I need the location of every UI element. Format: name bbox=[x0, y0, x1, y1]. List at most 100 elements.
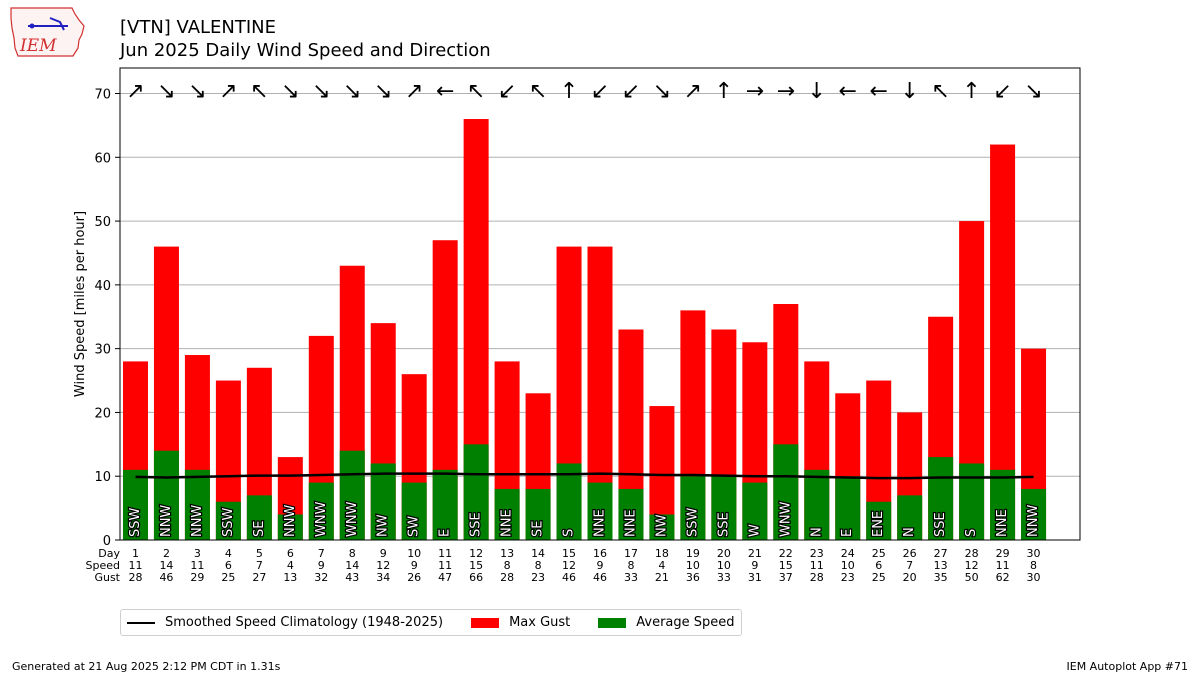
direction-label: S bbox=[964, 529, 979, 537]
plot-frame bbox=[119, 67, 1081, 541]
legend-swatch-gust bbox=[471, 617, 500, 628]
wind-arrow-icon: ↗ bbox=[219, 79, 237, 104]
average-bar bbox=[711, 476, 737, 540]
gust-value: 34 bbox=[376, 571, 390, 584]
average-bar bbox=[246, 495, 272, 540]
day-label: 18 bbox=[655, 547, 669, 560]
y-axis-label: Wind Speed [miles per hour] bbox=[73, 211, 88, 397]
average-bar bbox=[618, 488, 644, 540]
average-bar bbox=[928, 457, 954, 540]
direction-label: SSW bbox=[128, 507, 143, 537]
day-label: 5 bbox=[256, 547, 263, 560]
speed-value: 8 bbox=[504, 559, 511, 572]
average-bar bbox=[277, 514, 303, 540]
wind-arrow-icon: → bbox=[777, 79, 795, 104]
y-tick-label: 20 bbox=[94, 406, 111, 421]
average-bar bbox=[153, 450, 179, 540]
day-label: 20 bbox=[717, 547, 731, 560]
day-label: 17 bbox=[624, 547, 638, 560]
direction-label: SSE bbox=[469, 512, 484, 537]
direction-label: NW bbox=[376, 514, 391, 537]
speed-value: 8 bbox=[535, 559, 542, 572]
speed-value: 11 bbox=[438, 559, 452, 572]
day-label: 27 bbox=[934, 547, 948, 560]
day-label: 29 bbox=[996, 547, 1010, 560]
direction-label: SSE bbox=[716, 512, 731, 537]
gust-value: 66 bbox=[469, 571, 483, 584]
wind-barb-icon bbox=[49, 17, 65, 31]
day-label: 19 bbox=[686, 547, 700, 560]
wind-arrow-icon: ↘ bbox=[1024, 79, 1042, 104]
speed-value: 13 bbox=[934, 559, 948, 572]
gust-value: 29 bbox=[190, 571, 204, 584]
row-label: Gust bbox=[94, 571, 120, 584]
direction-label: SSW bbox=[221, 507, 236, 537]
average-bar bbox=[742, 482, 768, 540]
speed-value: 7 bbox=[906, 559, 913, 572]
gust-value: 33 bbox=[624, 571, 638, 584]
average-bar bbox=[866, 501, 892, 540]
wind-arrow-icon: ↘ bbox=[157, 79, 175, 104]
average-bar bbox=[649, 514, 675, 540]
day-label: 28 bbox=[965, 547, 979, 560]
average-bar bbox=[339, 450, 365, 540]
average-bar bbox=[432, 469, 458, 540]
direction-label: NNW bbox=[1026, 505, 1041, 537]
day-label: 14 bbox=[531, 547, 545, 560]
day-label: 2 bbox=[163, 547, 170, 560]
wind-arrow-icon: ↙ bbox=[498, 79, 516, 104]
gust-value: 46 bbox=[159, 571, 173, 584]
gust-value: 47 bbox=[438, 571, 452, 584]
wind-arrow-icon: ← bbox=[436, 79, 454, 104]
direction-label: N bbox=[902, 527, 917, 537]
gust-value: 25 bbox=[221, 571, 235, 584]
direction-label: SE bbox=[531, 521, 546, 537]
average-bar bbox=[122, 469, 148, 540]
gust-value: 23 bbox=[841, 571, 855, 584]
legend: Smoothed Speed Climatology (1948-2025) M… bbox=[120, 609, 742, 636]
direction-label: E bbox=[840, 529, 855, 537]
average-bar bbox=[990, 469, 1016, 540]
average-bar bbox=[401, 482, 427, 540]
direction-label: S bbox=[562, 529, 577, 537]
gust-value: 33 bbox=[717, 571, 731, 584]
direction-label: SSE bbox=[933, 512, 948, 537]
speed-value: 11 bbox=[810, 559, 824, 572]
speed-value: 9 bbox=[411, 559, 418, 572]
gust-value: 46 bbox=[562, 571, 576, 584]
day-label: 23 bbox=[810, 547, 824, 560]
average-bar bbox=[215, 501, 241, 540]
direction-label: W bbox=[747, 524, 762, 537]
wind-arrow-icon: ↓ bbox=[808, 79, 826, 104]
direction-label: SE bbox=[252, 521, 267, 537]
day-label: 15 bbox=[562, 547, 576, 560]
speed-value: 15 bbox=[469, 559, 483, 572]
day-label: 4 bbox=[225, 547, 232, 560]
row-label: Speed bbox=[86, 559, 120, 572]
y-tick-label: 50 bbox=[94, 215, 111, 230]
speed-value: 8 bbox=[1030, 559, 1037, 572]
gust-value: 36 bbox=[686, 571, 700, 584]
row-label: Day bbox=[98, 547, 120, 560]
wind-arrow-icon: ↑ bbox=[715, 79, 733, 104]
day-label: 21 bbox=[748, 547, 762, 560]
wind-arrow-icon: ↑ bbox=[560, 79, 578, 104]
gust-value: 37 bbox=[779, 571, 793, 584]
wind-arrow-icon: → bbox=[746, 79, 764, 104]
logo-text: IEM bbox=[19, 36, 57, 56]
gust-value: 28 bbox=[810, 571, 824, 584]
wind-arrow-icon: ↗ bbox=[405, 79, 423, 104]
legend-swatch-average bbox=[598, 617, 627, 628]
day-label: 13 bbox=[500, 547, 514, 560]
y-tick-label: 60 bbox=[94, 151, 111, 166]
speed-value: 10 bbox=[686, 559, 700, 572]
day-label: 30 bbox=[1027, 547, 1041, 560]
gust-value: 32 bbox=[314, 571, 328, 584]
legend-label-climatology: Smoothed Speed Climatology (1948-2025) bbox=[165, 615, 444, 630]
wind-arrow-icon: ↖ bbox=[529, 79, 547, 104]
gust-value: 20 bbox=[903, 571, 917, 584]
average-bar bbox=[897, 495, 923, 540]
direction-label: SSW bbox=[685, 507, 700, 537]
wind-chart: 010203040506070SSW↗NNW↘NNW↘SSW↗SE↖NNW↘WN… bbox=[73, 67, 1081, 584]
speed-value: 14 bbox=[159, 559, 173, 572]
